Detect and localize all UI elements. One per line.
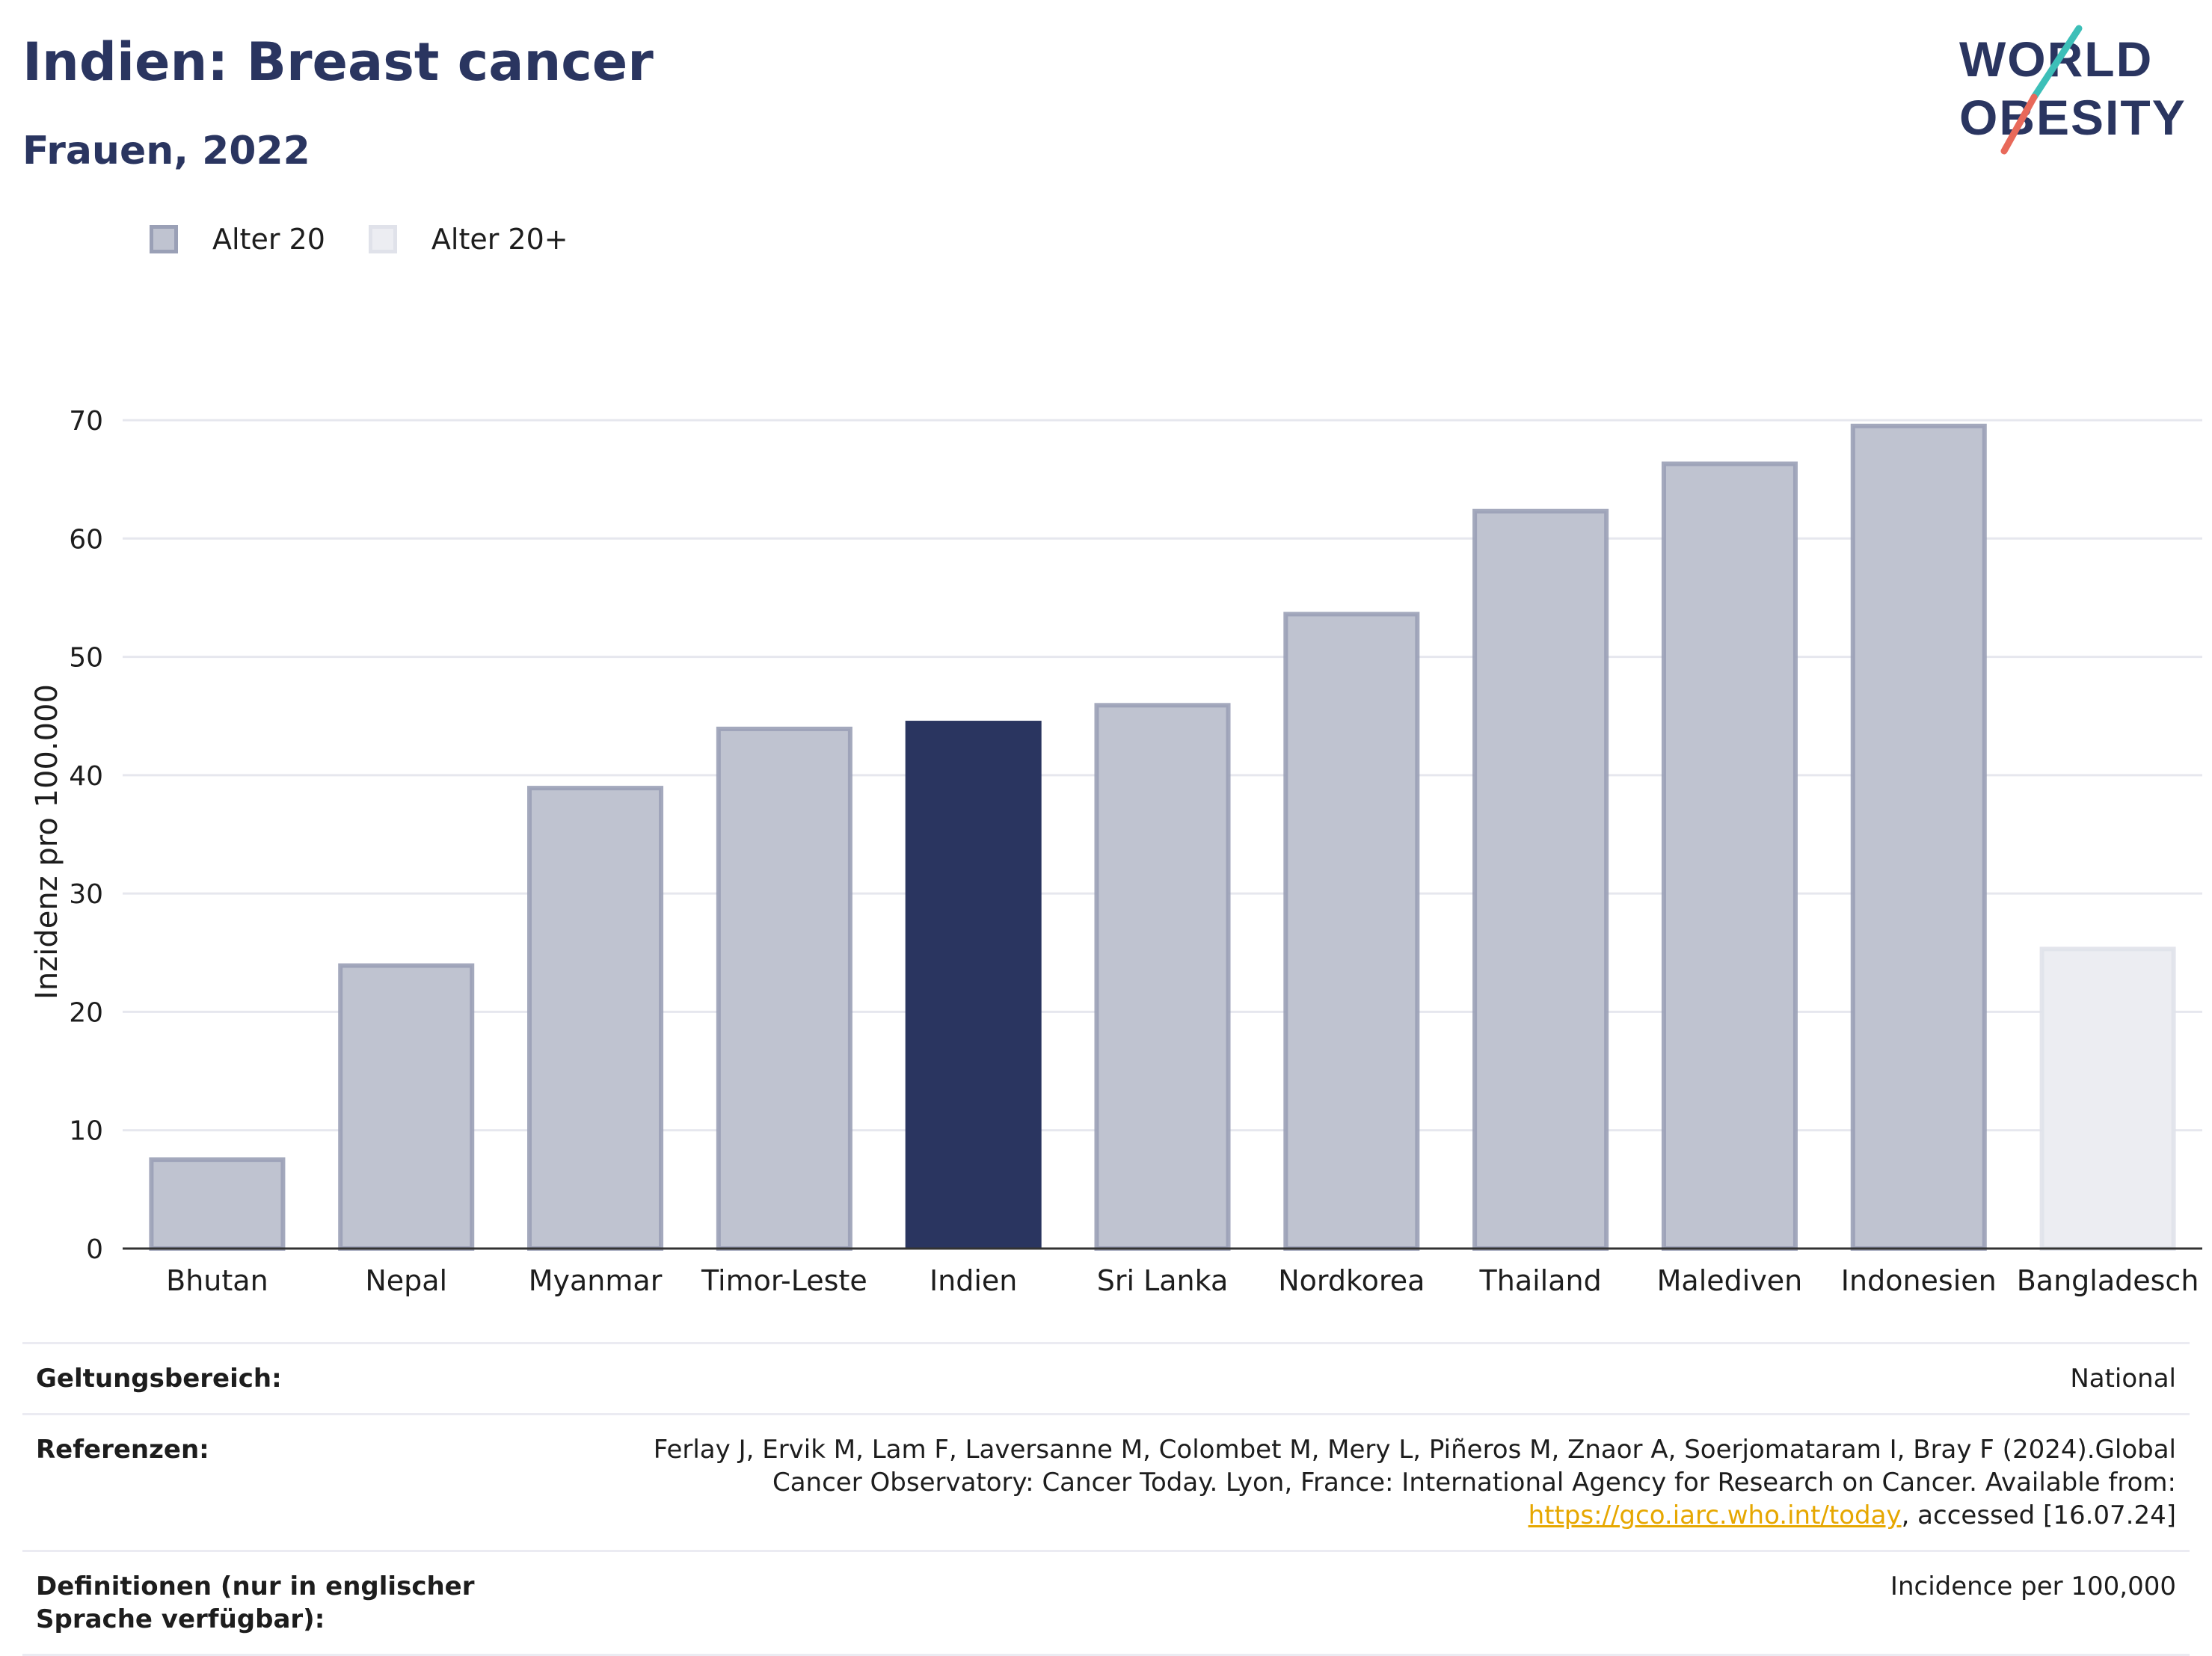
x-tick-label: Sri Lanka: [1097, 1264, 1229, 1297]
info-table: Geltungsbereich: National Referenzen: Fe…: [22, 1342, 2190, 1656]
legend-label: Alter 20: [212, 223, 325, 256]
legend-swatch: [150, 225, 178, 253]
legend-swatch: [368, 225, 397, 253]
info-row-references: Referenzen: Ferlay J, Ervik M, Lam F, La…: [22, 1413, 2190, 1550]
scope-value: National: [2070, 1364, 2176, 1394]
chart-subtitle: Frauen, 2022: [22, 129, 310, 173]
chart-title: Indien: Breast cancer: [22, 31, 654, 93]
bar-indien: [905, 721, 1042, 1249]
x-tick-label: Myanmar: [529, 1264, 663, 1297]
references-text-end: , accessed [16.07.24]: [1901, 1500, 2176, 1530]
y-tick-label: 0: [86, 1234, 103, 1265]
bar-chart: 0 10 20 30 40 50 60 70 Inzidenz pro 100.000 Bhuta…: [30, 406, 2202, 1297]
x-tick-label: Nepal: [365, 1264, 447, 1297]
x-tick-label: Bangladesch: [2017, 1264, 2199, 1297]
references-label: Referenzen:: [36, 1435, 209, 1465]
bar-nepal: [338, 963, 475, 1251]
legend-item-alter-20-plus[interactable]: Alter 20+: [368, 223, 568, 256]
legend-item-alter-20[interactable]: Alter 20: [150, 223, 325, 256]
world-obesity-logo: WORLD OBESITY: [1959, 25, 2187, 155]
x-tick-label: Timor-Leste: [701, 1264, 867, 1297]
bar-indonesien: [1850, 423, 1987, 1252]
references-value: Ferlay J, Ervik M, Lam F, Laversanne M, …: [606, 1433, 2176, 1532]
x-tick-label: Bhutan: [166, 1264, 268, 1297]
y-tick-label: 50: [69, 643, 103, 674]
bar-nordkorea: [1283, 612, 1420, 1251]
info-row-definitions: Definitionen (nur in englischer Sprache …: [22, 1550, 2190, 1656]
x-tick-label: Malediven: [1657, 1264, 1803, 1297]
y-tick-label: 60: [69, 524, 103, 555]
logo-line-2: OBESITY: [1959, 90, 2187, 145]
chart-legend: Alter 20 Alter 20+: [150, 223, 612, 256]
scope-label: Geltungsbereich:: [36, 1364, 282, 1394]
y-tick-label: 70: [69, 406, 103, 437]
definitions-value: Incidence per 100,000: [1890, 1572, 2176, 1601]
legend-label: Alter 20+: [431, 223, 568, 256]
bar-bhutan: [149, 1157, 286, 1251]
bar-timor-leste: [716, 726, 852, 1251]
x-tick-label: Thailand: [1479, 1264, 1602, 1297]
y-tick-label: 40: [69, 761, 103, 792]
definitions-label: Definitionen (nur in englischer Sprache …: [36, 1572, 475, 1634]
x-tick-label: Indonesien: [1841, 1264, 1997, 1297]
bar-thailand: [1472, 508, 1609, 1251]
info-row-scope: Geltungsbereich: National: [22, 1342, 2190, 1413]
bar-myanmar: [527, 786, 664, 1252]
references-text: Ferlay J, Ervik M, Lam F, Laversanne M, …: [653, 1435, 2176, 1498]
references-link[interactable]: https://gco.iarc.who.int/today: [1528, 1500, 1902, 1530]
bar-sri-lanka: [1094, 703, 1231, 1251]
y-tick-label: 10: [69, 1116, 103, 1147]
y-tick-label: 30: [69, 879, 103, 910]
bar-bangladesch: [2039, 946, 2176, 1252]
y-tick-label: 20: [69, 997, 103, 1028]
x-tick-label: Indien: [930, 1264, 1017, 1297]
x-tick-label: Nordkorea: [1278, 1264, 1425, 1297]
bar-malediven: [1661, 461, 1798, 1251]
y-axis-label: Inzidenz pro 100.000: [30, 684, 64, 1000]
